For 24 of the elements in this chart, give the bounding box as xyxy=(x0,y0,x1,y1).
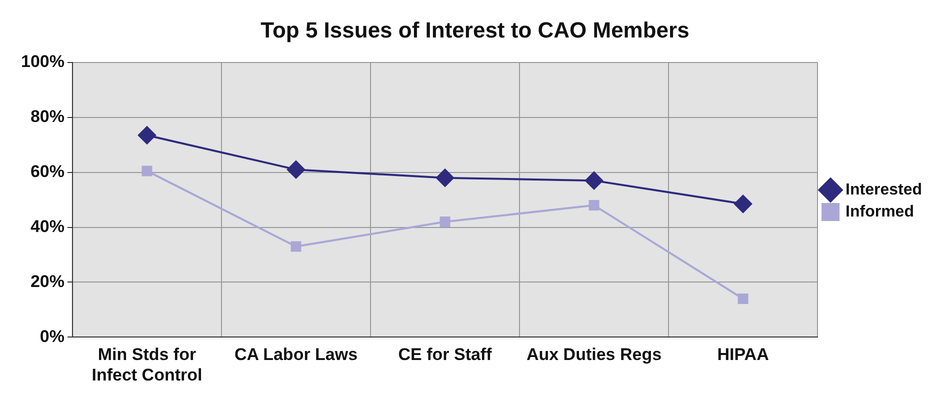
y-tick-label: 100% xyxy=(20,52,64,72)
point xyxy=(734,194,752,213)
x-tick-label: Aux Duties Regs xyxy=(526,345,662,364)
x-tick-label: HIPAA xyxy=(717,345,769,364)
x-tick-label: CA Labor Laws xyxy=(234,345,358,364)
x-tick-label: CE for Staff xyxy=(398,345,492,364)
point xyxy=(440,216,450,228)
y-tick-label: 60% xyxy=(30,162,64,182)
x-tick-label: Min Stds for Infect Control xyxy=(92,345,202,384)
y-tick-label: 80% xyxy=(30,107,64,126)
point xyxy=(138,126,156,144)
point xyxy=(290,241,302,252)
y-tick-label: 20% xyxy=(30,272,64,291)
chart-title: Top 5 Issues of Interest to CAO Members xyxy=(260,17,690,42)
point xyxy=(142,166,152,176)
point xyxy=(585,172,604,190)
point xyxy=(286,160,305,179)
legend-label: Informed xyxy=(846,203,914,220)
y-tick-label: 0% xyxy=(40,326,64,346)
legend-label: Interested xyxy=(846,181,922,198)
y-tick-label: 40% xyxy=(30,216,64,236)
point xyxy=(588,200,600,211)
point xyxy=(436,168,454,187)
point xyxy=(738,293,748,304)
